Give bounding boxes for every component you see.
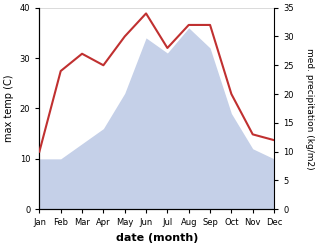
X-axis label: date (month): date (month) bbox=[115, 233, 198, 243]
Y-axis label: max temp (C): max temp (C) bbox=[4, 75, 14, 142]
Y-axis label: med. precipitation (kg/m2): med. precipitation (kg/m2) bbox=[305, 48, 314, 169]
